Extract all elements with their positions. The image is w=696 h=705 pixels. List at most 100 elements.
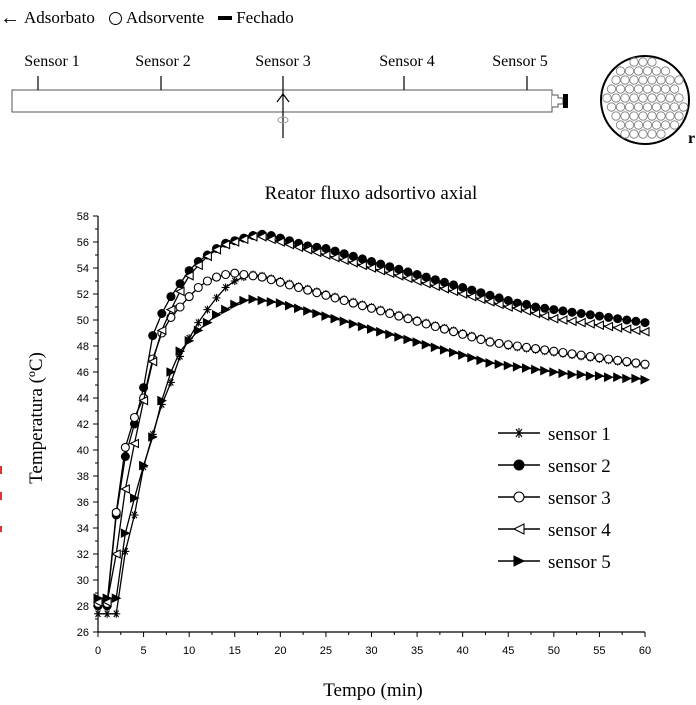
- data-point: [175, 302, 185, 312]
- data-point: [212, 309, 222, 320]
- y-tick-label: 56: [77, 237, 89, 249]
- x-tick-label: 20: [274, 645, 286, 657]
- data-point: [622, 357, 632, 367]
- y-tick-label: 34: [77, 523, 89, 535]
- y-tick-label: 44: [77, 393, 89, 405]
- data-point: [284, 300, 295, 311]
- legend-label: sensor 4: [548, 520, 611, 541]
- data-point: [448, 327, 459, 337]
- data-point: [284, 280, 295, 290]
- data-point: [376, 306, 386, 316]
- legend-adsorbato: ← Adsorbato: [0, 8, 95, 28]
- sensor-label: Sensor 4: [379, 53, 435, 70]
- data-point: [239, 295, 249, 306]
- data-point: [165, 304, 176, 315]
- data-point: [622, 373, 632, 384]
- data-point: [194, 318, 203, 327]
- data-point: [503, 302, 513, 312]
- data-point: [631, 316, 641, 326]
- data-point: [558, 306, 568, 316]
- data-point: [575, 317, 586, 328]
- data-point: [129, 493, 140, 503]
- x-tick-label: 10: [183, 645, 195, 657]
- data-point: [212, 293, 221, 302]
- data-point: [221, 304, 231, 315]
- data-point: [220, 239, 231, 250]
- data-point: [531, 344, 541, 354]
- data-point: [303, 306, 313, 316]
- data-point: [147, 356, 158, 367]
- data-point: [402, 273, 413, 284]
- y-tick-label: 38: [77, 471, 89, 483]
- data-point: [594, 353, 604, 363]
- data-point: [366, 263, 377, 273]
- data-point: [312, 308, 322, 319]
- data-point: [613, 355, 623, 365]
- data-point: [640, 374, 651, 385]
- data-point: [476, 355, 487, 366]
- data-point: [120, 528, 131, 539]
- data-point: [631, 358, 641, 368]
- data-point: [275, 277, 285, 287]
- data-point: [503, 340, 513, 350]
- data-point: [348, 257, 358, 268]
- y-tick-label: 50: [77, 315, 89, 327]
- data-point: [193, 260, 203, 271]
- data-point: [111, 593, 122, 604]
- data-point: [439, 324, 449, 334]
- data-point: [230, 277, 239, 285]
- y-tick-label: 28: [77, 601, 89, 613]
- legend-adsorbato-label: Adsorbato: [24, 8, 95, 27]
- data-point: [412, 337, 423, 347]
- data-point: [512, 523, 525, 535]
- legend-label: sensor 1: [548, 424, 611, 445]
- data-point: [94, 609, 102, 618]
- data-point: [385, 308, 395, 319]
- data-point: [129, 438, 140, 449]
- data-point: [312, 288, 322, 298]
- data-point: [630, 325, 641, 336]
- data-point: [265, 234, 276, 245]
- data-point: [302, 244, 313, 255]
- data-point: [184, 335, 195, 346]
- adsorbent-cross-section: [600, 55, 690, 145]
- data-point: [567, 349, 577, 359]
- data-point: [183, 270, 194, 281]
- data-point: [603, 354, 614, 364]
- data-point: [275, 237, 285, 247]
- data-point: [211, 244, 222, 255]
- data-point: [103, 609, 112, 618]
- legend-adsorvente: Adsorvente: [108, 8, 204, 28]
- data-point: [585, 351, 595, 361]
- data-point: [138, 395, 149, 406]
- data-point: [148, 432, 158, 442]
- data-point: [357, 301, 367, 311]
- data-point: [594, 320, 604, 331]
- data-point: [549, 346, 559, 356]
- data-point: [621, 324, 632, 334]
- sensor-label: Sensor 1: [24, 53, 80, 70]
- y-tick-label: 54: [77, 263, 89, 275]
- chart-series: [92, 229, 651, 618]
- chart-title: Reator fluxo adsortivo axial: [265, 183, 478, 204]
- data-point: [130, 511, 139, 519]
- data-point: [376, 326, 386, 337]
- data-point: [384, 268, 395, 279]
- data-point: [211, 272, 222, 282]
- data-point: [604, 312, 614, 322]
- data-point: [120, 452, 130, 461]
- data-point: [530, 308, 541, 319]
- data-point: [475, 294, 486, 305]
- data-point: [412, 316, 422, 326]
- x-tick-label: 15: [229, 645, 241, 657]
- data-point: [430, 321, 440, 332]
- data-point: [230, 268, 240, 278]
- sensor-label: Sensor 2: [135, 53, 191, 70]
- data-point: [411, 276, 422, 286]
- data-point: [321, 311, 332, 321]
- diagram-legend: ← Adsorbato Adsorvente Fechado: [0, 8, 294, 28]
- data-point: [357, 260, 367, 271]
- data-point: [330, 293, 340, 303]
- reactor-diagram: Sensor 1 Sensor 2 Sensor 3 Sensor 4 Sens…: [11, 53, 695, 147]
